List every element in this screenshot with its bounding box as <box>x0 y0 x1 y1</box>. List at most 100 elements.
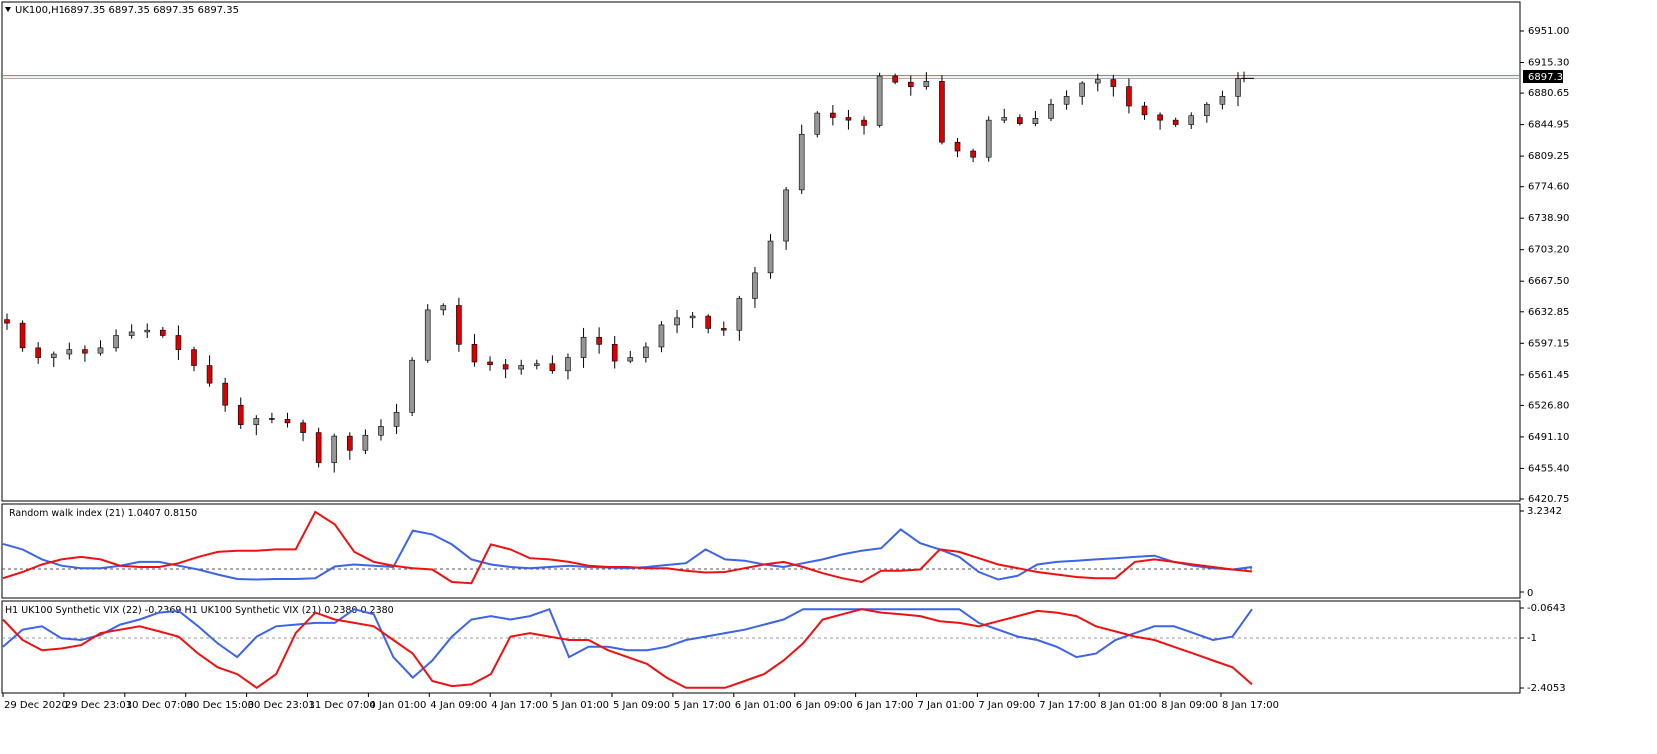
candle-body <box>549 363 556 372</box>
candle-body <box>440 305 447 311</box>
candle-body <box>518 365 525 370</box>
candle-body <box>985 119 992 158</box>
symbol-title: UK100,H1 <box>15 5 65 16</box>
candle-body <box>362 434 369 451</box>
price-tick-label: 6703.20 <box>1528 245 1569 256</box>
candle-body <box>954 141 961 152</box>
candle-body <box>892 75 898 83</box>
price-tick-label: 6880.65 <box>1528 88 1569 99</box>
candle-body <box>565 357 571 372</box>
price-tick-label: 6561.45 <box>1528 370 1569 381</box>
candle-body <box>1157 114 1163 121</box>
candle-body <box>424 309 431 361</box>
candle-body <box>970 150 976 158</box>
time-tick-label: 7 Jan 17:00 <box>1039 700 1096 711</box>
candle-body <box>1219 96 1226 105</box>
price-tick-label: 6597.15 <box>1528 338 1569 349</box>
candle-body <box>393 411 400 427</box>
candle-body <box>814 112 821 135</box>
current-price-label: 6897.35 <box>1528 72 1569 83</box>
candle-body <box>1204 103 1210 117</box>
time-tick-label: 31 Dec 07:00 <box>309 700 376 711</box>
candle-body <box>82 349 88 354</box>
time-tick-label: 6 Jan 09:00 <box>796 700 853 711</box>
candle-body <box>674 317 680 326</box>
time-tick-label: 5 Jan 09:00 <box>613 700 670 711</box>
vix-label: H1 UK100 Synthetic VIX (22) -0.2369 H1 U… <box>5 605 394 616</box>
price-tick-label: 6667.50 <box>1528 276 1569 287</box>
candle-body <box>331 435 338 463</box>
candle-body <box>1235 78 1241 97</box>
candle-body <box>1126 86 1132 107</box>
vix-tick-0: -0.0643 <box>1527 603 1566 614</box>
vix-22-line <box>2 607 1253 679</box>
rwi-high-line <box>2 528 1253 581</box>
candle-body <box>222 382 228 406</box>
time-tick-label: 8 Jan 17:00 <box>1222 700 1279 711</box>
time-tick-label: 6 Jan 17:00 <box>857 700 914 711</box>
time-tick-label: 30 Dec 15:00 <box>187 700 254 711</box>
candle-body <box>160 329 166 336</box>
vix-tick-2: -2.4053 <box>1527 683 1566 694</box>
price-tick-label: 6420.75 <box>1528 494 1569 505</box>
candle-body <box>269 418 275 420</box>
price-tick-label: 6774.60 <box>1528 182 1569 193</box>
candle-body <box>144 329 151 333</box>
candle-body <box>284 419 291 424</box>
rwi-label: Random walk index (21) 1.0407 0.8150 <box>9 508 197 519</box>
candle-body <box>347 435 353 451</box>
candle-body <box>1048 103 1054 119</box>
candle-body <box>1032 118 1039 124</box>
price-tick-label: 6632.85 <box>1528 307 1569 318</box>
candle-body <box>643 346 649 358</box>
candle-body <box>191 349 197 366</box>
candle-body <box>1188 115 1195 125</box>
candle-body <box>1094 79 1101 84</box>
time-tick-label: 29 Dec 23:01 <box>65 700 132 711</box>
time-tick-label: 4 Jan 01:00 <box>369 700 426 711</box>
candle-body <box>1001 117 1008 121</box>
candle-body <box>752 272 758 299</box>
candle-body <box>487 361 493 365</box>
candle-body <box>876 75 883 126</box>
vix-tick-1: -1 <box>1527 633 1537 644</box>
current-price-box <box>1523 70 1563 83</box>
triangle-down-icon[interactable] <box>5 7 11 12</box>
time-tick-label: 8 Jan 09:00 <box>1161 700 1218 711</box>
candle-body <box>206 365 213 384</box>
candle-body <box>502 364 509 370</box>
candle-body <box>798 133 805 191</box>
rwi-low-line <box>2 510 1253 585</box>
candle-body <box>97 347 104 354</box>
candle-body <box>596 336 602 345</box>
candle-body <box>19 322 26 349</box>
price-tick-label: 6526.80 <box>1528 400 1569 411</box>
candle-body <box>783 189 789 242</box>
time-tick-label: 6 Jan 01:00 <box>735 700 792 711</box>
candle-body <box>253 418 260 425</box>
candle-body <box>830 112 836 118</box>
time-tick-label: 29 Dec 2020 <box>4 700 68 711</box>
candle-body <box>50 353 57 358</box>
candlestick-series <box>4 71 1254 473</box>
price-tick-label: 6844.95 <box>1528 120 1569 131</box>
price-axis: 6951.00 6915.30 6880.65 6844.95 6809.25 6774.… <box>1520 26 1569 505</box>
candle-body <box>658 324 665 348</box>
candle-body <box>533 363 540 366</box>
candle-body <box>767 240 774 274</box>
candle-body <box>300 422 306 433</box>
time-tick-label: 30 Dec 23:01 <box>248 700 315 711</box>
candle-body <box>175 335 182 350</box>
rwi-tick-top: 3.2342 <box>1527 506 1562 517</box>
ohlc-readout: 6897.35 6897.35 6897.35 6897.35 <box>64 5 239 16</box>
candle-body <box>1079 82 1085 97</box>
time-tick-label: 5 Jan 01:00 <box>552 700 609 711</box>
time-tick-label: 5 Jan 17:00 <box>674 700 731 711</box>
time-tick-label: 8 Jan 01:00 <box>1100 700 1157 711</box>
candle-body <box>611 344 618 362</box>
candle-body <box>35 347 41 358</box>
price-tick-label: 6738.90 <box>1528 213 1569 224</box>
candle-body <box>907 81 914 87</box>
time-tick-label: 4 Jan 09:00 <box>430 700 487 711</box>
